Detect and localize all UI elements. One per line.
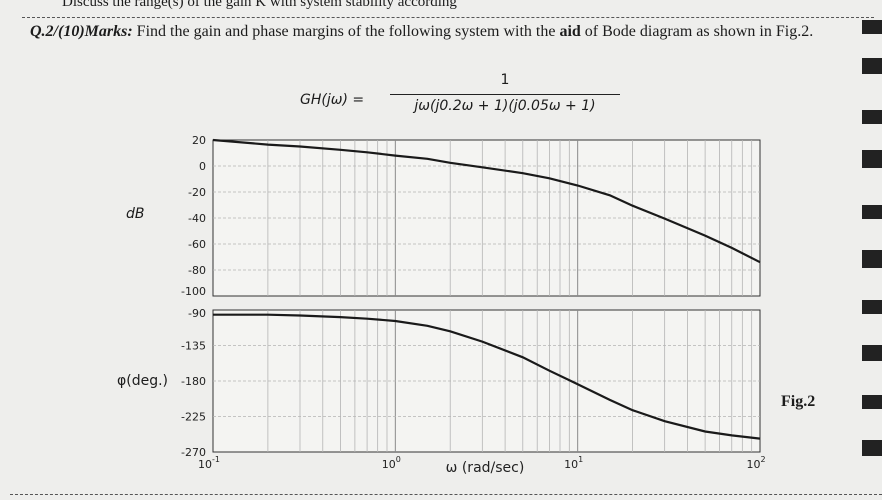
magnitude-response-curve	[212, 138, 761, 264]
equation-lhs: GH(jω) =	[300, 92, 365, 108]
phase-xtick-label: 102	[746, 455, 765, 471]
scan-edge-mark	[862, 58, 882, 74]
magnitude-ytick-label: -40	[188, 212, 206, 225]
phase-ytick-label: -270	[181, 446, 206, 459]
magnitude-ytick-label: -100	[181, 285, 206, 298]
scan-edge-mark	[862, 300, 882, 314]
magnitude-ytick-label: 20	[192, 134, 206, 147]
equation-numerator: 1	[500, 72, 510, 88]
question-text: Q.2/(10)Marks: Find the gain and phase m…	[30, 22, 870, 41]
fraction-bar	[390, 94, 620, 95]
scan-edge-mark	[862, 395, 882, 409]
equation-fraction: 1 jω(j0.2ω + 1)(j0.05ω + 1)	[390, 72, 620, 114]
phase-ytick-label: -90	[188, 307, 206, 320]
phase-response-curve	[213, 313, 761, 440]
magnitude-axis-label: dB	[126, 206, 145, 222]
magnitude-ytick-label: 0	[199, 160, 206, 173]
scan-edge-mark	[862, 440, 882, 456]
question-body-1: Find the gain and phase margins of the f…	[132, 23, 560, 40]
previous-question-fragment: Discuss the range(s) of the gain K with …	[62, 0, 457, 10]
phase-ytick-label: -225	[181, 411, 206, 424]
magnitude-ytick-label: -60	[188, 238, 206, 251]
phase-xtick-label: 10-1	[198, 455, 220, 471]
equation-denominator: jω(j0.2ω + 1)(j0.05ω + 1)	[414, 98, 596, 114]
question-bold-word: aid	[559, 23, 581, 40]
magnitude-ytick-label: -80	[188, 264, 206, 277]
scan-edge-mark	[862, 150, 882, 168]
scan-edge-mark	[862, 205, 882, 219]
scan-edge-mark	[862, 345, 882, 361]
phase-xtick-label: 101	[564, 455, 583, 471]
question-body-2: of Bode diagram as shown in Fig.2.	[580, 23, 814, 40]
phase-ytick-label: -180	[181, 375, 206, 388]
phase-axis-label: φ(deg.)	[117, 373, 168, 389]
magnitude-ytick-label: -20	[188, 186, 206, 199]
question-label: Q.2/(10)Marks:	[30, 23, 133, 40]
separator-bottom	[10, 494, 882, 495]
phase-ytick-label: -135	[181, 340, 206, 353]
scan-edge-mark	[862, 20, 882, 34]
scan-edge-mark	[862, 250, 882, 268]
figure-caption: Fig.2	[781, 393, 816, 410]
phase-xtick-label: 100	[382, 455, 401, 471]
x-axis-label: ω (rad/sec)	[446, 460, 525, 476]
scan-edge-mark	[862, 110, 882, 124]
separator-top	[22, 17, 874, 18]
